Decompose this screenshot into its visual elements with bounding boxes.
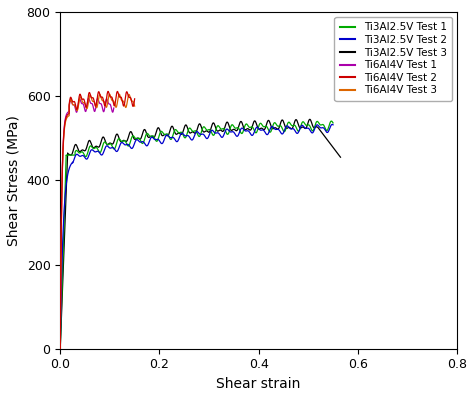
Y-axis label: Shear Stress (MPa): Shear Stress (MPa) xyxy=(7,115,21,246)
X-axis label: Shear strain: Shear strain xyxy=(217,377,301,391)
Legend: Ti3Al2.5V Test 1, Ti3Al2.5V Test 2, Ti3Al2.5V Test 3, Ti6Al4V Test 1, Ti6Al4V Te: Ti3Al2.5V Test 1, Ti3Al2.5V Test 2, Ti3A… xyxy=(335,17,452,101)
